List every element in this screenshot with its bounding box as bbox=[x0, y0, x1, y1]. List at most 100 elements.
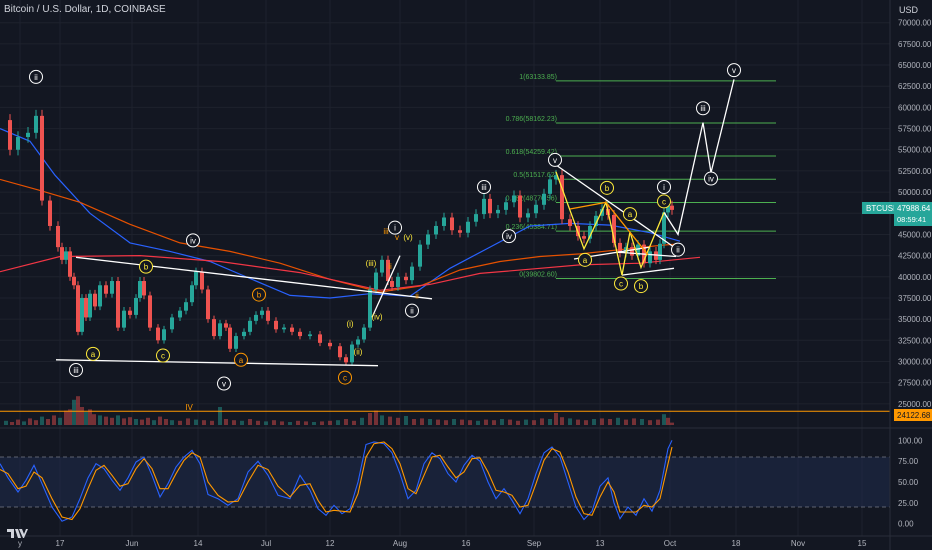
candle-body bbox=[548, 179, 552, 194]
wave-label-circle bbox=[657, 180, 671, 195]
trendline bbox=[55, 359, 379, 367]
time-axis-label: 14 bbox=[194, 539, 203, 548]
stoch-axis-label: 100.00 bbox=[898, 436, 923, 445]
volume-bar bbox=[110, 417, 114, 425]
wave-drawings[interactable] bbox=[55, 79, 735, 367]
volume-bar bbox=[608, 419, 612, 425]
volume-bar bbox=[632, 418, 636, 425]
candle-body bbox=[40, 115, 44, 201]
volume-bar bbox=[256, 420, 260, 425]
candle-body bbox=[72, 276, 76, 286]
wave-label-circle bbox=[388, 220, 402, 235]
price-axis-label: 37500.00 bbox=[898, 294, 932, 303]
volume-bar bbox=[336, 420, 340, 425]
wave-label-circle bbox=[671, 242, 685, 257]
volume-bar bbox=[374, 410, 378, 425]
stoch-axis-label: 0.00 bbox=[898, 520, 914, 529]
symbol-tag-label: BTCUSD bbox=[866, 204, 899, 213]
wave-label-circle bbox=[234, 352, 248, 367]
candle-body bbox=[404, 276, 408, 281]
candle-body bbox=[56, 225, 60, 248]
volume-bar bbox=[360, 417, 364, 425]
volume-bar bbox=[16, 419, 20, 425]
volume-bar bbox=[640, 419, 644, 425]
price-axis-label: 45000.00 bbox=[898, 230, 932, 239]
wave-label-text: iv bbox=[708, 175, 714, 184]
fib-level-label: 0(39802.60) bbox=[519, 271, 557, 278]
price-tags: BTCUSD 47988.64 08:59:41 24122.68 bbox=[862, 202, 932, 421]
volume-bar bbox=[352, 420, 356, 425]
candle-body bbox=[662, 212, 666, 244]
candle-body bbox=[64, 251, 68, 260]
candle-body bbox=[274, 320, 278, 330]
wave-label-text: c bbox=[619, 280, 623, 289]
time-axis-label: 12 bbox=[326, 539, 335, 548]
price-axis-label: 30000.00 bbox=[898, 357, 932, 366]
grid bbox=[0, 0, 890, 536]
volume-bar bbox=[64, 410, 68, 425]
time-axis-label: Aug bbox=[393, 539, 407, 548]
wave-label-text: v bbox=[395, 233, 399, 242]
price-axis-label: 35000.00 bbox=[898, 315, 932, 324]
wave-label-text: iii bbox=[383, 227, 389, 236]
volume-bar bbox=[452, 419, 456, 425]
wave-label-text: v bbox=[553, 156, 557, 165]
candle-body bbox=[26, 132, 30, 138]
candle-body bbox=[290, 327, 294, 332]
last-price-tag bbox=[894, 202, 932, 226]
wave-label-text: v bbox=[222, 380, 226, 389]
candle-body bbox=[162, 329, 166, 341]
wave-label-text: i bbox=[663, 183, 665, 192]
chart-title: Bitcoin / U.S. Dollar, 1D, COINBASE bbox=[4, 4, 166, 15]
wave-label-text: iii bbox=[700, 104, 706, 113]
candle-body bbox=[8, 120, 12, 150]
candle-body bbox=[266, 310, 270, 321]
candle-body bbox=[588, 225, 592, 239]
price-axis-label: 57500.00 bbox=[898, 125, 932, 134]
candle-body bbox=[60, 247, 64, 260]
currency-label: USD bbox=[898, 5, 918, 15]
wave-label-circle bbox=[502, 229, 516, 244]
wave-label-text: ii bbox=[410, 307, 414, 316]
wave-label-circle bbox=[477, 180, 491, 195]
wave-label-text: a bbox=[583, 256, 588, 265]
volume-bar bbox=[58, 417, 62, 425]
price-axis-label: 50000.00 bbox=[898, 188, 932, 197]
candle-body bbox=[554, 175, 558, 180]
price-axis-label: 27500.00 bbox=[898, 379, 932, 388]
stoch-axis-label: 75.00 bbox=[898, 457, 919, 466]
volume-bar bbox=[84, 411, 88, 425]
wave-label-circle bbox=[217, 376, 231, 391]
volume-bar bbox=[40, 416, 44, 425]
price-axis-label: 32500.00 bbox=[898, 336, 932, 345]
wave-label-circle bbox=[405, 303, 419, 318]
volume-bar bbox=[666, 417, 670, 425]
candle-body bbox=[582, 236, 586, 239]
candle-body bbox=[190, 285, 194, 303]
stoch-band-fill bbox=[0, 457, 890, 507]
trendline bbox=[621, 212, 665, 276]
candle-body bbox=[612, 214, 616, 243]
wave-label-text: iii bbox=[481, 183, 487, 192]
candle-body bbox=[512, 195, 516, 203]
volume-bar bbox=[46, 419, 50, 425]
candle-body bbox=[318, 334, 322, 343]
candle-body bbox=[48, 200, 52, 226]
tradingview-logo[interactable] bbox=[6, 526, 28, 540]
volume-bar bbox=[34, 420, 38, 425]
wave-label-text: b bbox=[605, 184, 610, 193]
price-axis-label: 52500.00 bbox=[898, 167, 932, 176]
wave-label-circle bbox=[338, 370, 352, 385]
wave-label-text: a bbox=[91, 350, 96, 359]
volume-bar bbox=[272, 420, 276, 425]
price-candles bbox=[8, 109, 674, 366]
volume-bar bbox=[194, 419, 198, 425]
wave-label-text: c bbox=[343, 374, 347, 383]
price-axis-label: 40000.00 bbox=[898, 273, 932, 282]
volume-bar bbox=[164, 419, 168, 425]
candle-body bbox=[98, 285, 102, 307]
price-axis-label: 70000.00 bbox=[898, 19, 932, 28]
candle-body bbox=[630, 247, 634, 256]
volume-bar bbox=[140, 419, 144, 425]
